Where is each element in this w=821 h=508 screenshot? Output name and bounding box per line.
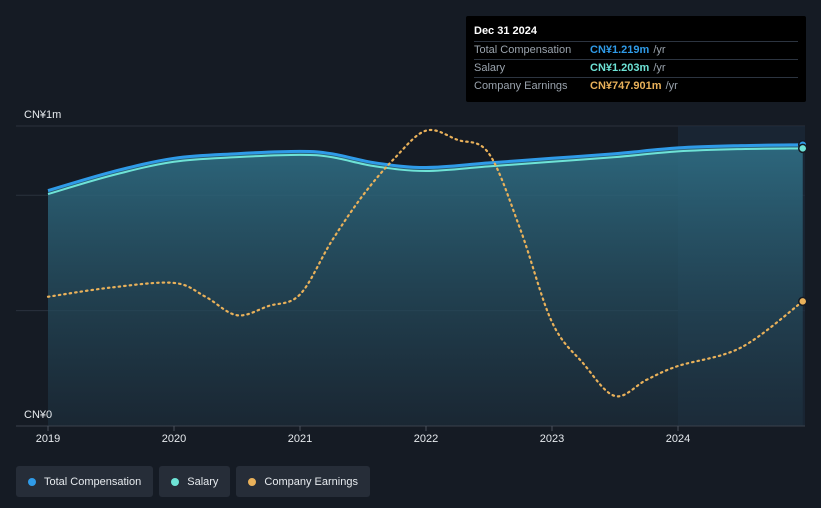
legend-label: Company Earnings — [264, 475, 358, 488]
legend-item-total-compensation[interactable]: Total Compensation — [16, 466, 154, 497]
legend-item-salary[interactable]: Salary — [159, 466, 231, 497]
x-tick-label-2019: 2019 — [36, 433, 60, 445]
x-tick-label-2024: 2024 — [666, 433, 690, 445]
tooltip-row-total-compensation: Total Compensation CN¥1.219m /yr — [474, 42, 798, 60]
tooltip-row-company-earnings: Company Earnings CN¥747.901m /yr — [474, 78, 798, 95]
x-tick-label-2021: 2021 — [288, 433, 312, 445]
tooltip-unit: /yr — [653, 44, 666, 56]
total-compensation-line — [47, 143, 803, 193]
x-tick-label-2023: 2023 — [540, 433, 564, 445]
tooltip-value: CN¥1.219m — [590, 44, 650, 56]
end-markers — [797, 139, 808, 307]
legend-dot-icon — [28, 477, 36, 486]
tooltip-value: CN¥747.901m — [590, 80, 662, 92]
legend-item-company-earnings[interactable]: Company Earnings — [236, 466, 370, 497]
x-tick-label-2022: 2022 — [414, 433, 438, 445]
tooltip-unit: /yr — [653, 62, 666, 74]
tooltip-label: Company Earnings — [474, 80, 568, 92]
legend: Total Compensation Salary Company Earnin… — [16, 466, 370, 497]
tooltip-date: Dec 31 2024 — [474, 24, 798, 42]
y-tick-label-bottom: CN¥0 — [24, 409, 52, 421]
tooltip: Dec 31 2024 Total Compensation CN¥1.219m… — [466, 16, 806, 102]
legend-label: Total Compensation — [44, 475, 142, 488]
tooltip-value: CN¥1.203m — [590, 62, 650, 74]
tooltip-label: Total Compensation — [474, 44, 572, 56]
company-earnings-end-marker — [797, 296, 808, 307]
legend-dot-icon — [248, 477, 257, 486]
legend-label: Salary — [187, 475, 219, 488]
y-tick-label-top: CN¥1m — [24, 109, 61, 121]
tooltip-label: Salary — [474, 62, 506, 74]
x-tick-label-2020: 2020 — [162, 433, 186, 445]
salary-end-marker — [797, 143, 808, 154]
company-earnings-line — [46, 128, 804, 398]
x-axis-ticks: 2019 2020 2021 2022 2023 2024 — [36, 426, 690, 445]
tooltip-row-salary: Salary CN¥1.203m /yr — [474, 60, 798, 78]
legend-dot-icon — [171, 477, 180, 486]
salary-line — [47, 147, 803, 196]
tooltip-unit: /yr — [665, 80, 678, 92]
total-compensation-area — [48, 144, 803, 426]
